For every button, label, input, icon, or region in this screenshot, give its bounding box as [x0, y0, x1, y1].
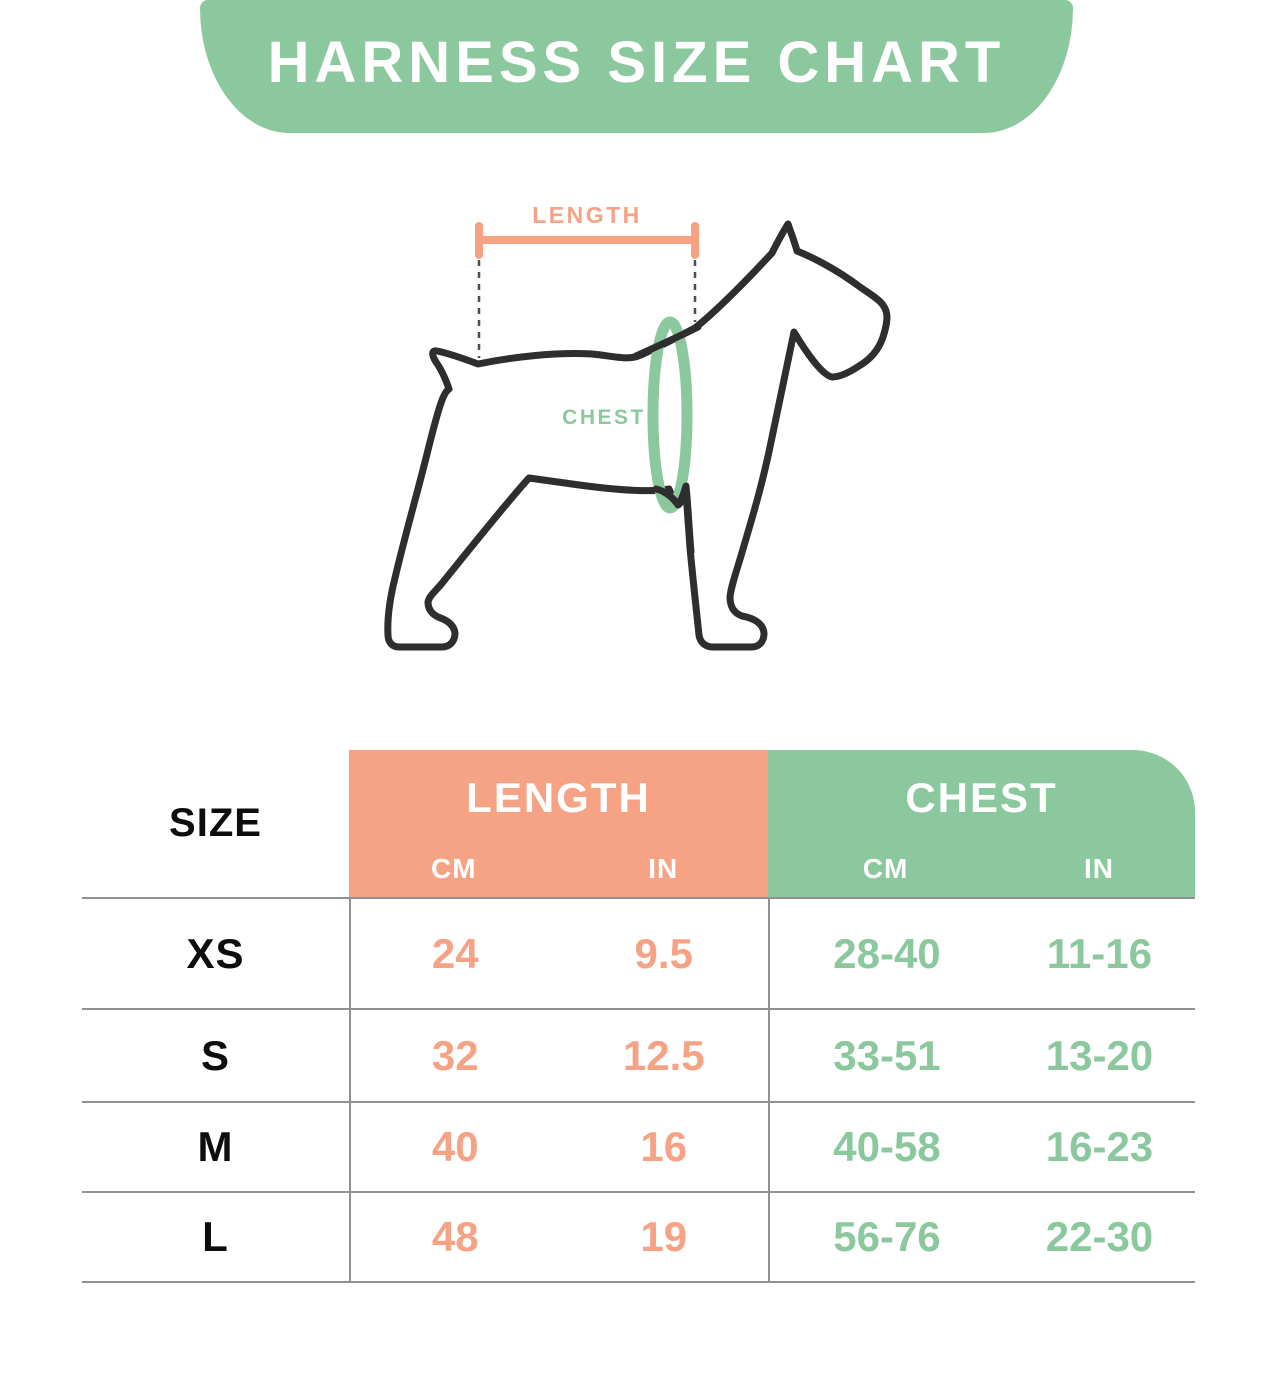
length-cm-value: 24 [431, 929, 479, 977]
chest-girth-ellipse [647, 316, 693, 514]
length-cm-value: 48 [431, 1213, 479, 1260]
length-cm-value: 32 [431, 1031, 479, 1079]
length-in-value: 12.5 [622, 1031, 705, 1079]
length-group-label: LENGTH [466, 774, 651, 821]
table-row: XS 24 9.5 28-40 11-16 [82, 899, 1195, 1010]
overdrawn-outline-segments [632, 323, 702, 556]
length-in-value: 9.5 [634, 929, 693, 977]
chest-in-value: 13-20 [1045, 1031, 1154, 1079]
dashed-guide-lines [477, 260, 697, 358]
chest-in-value: 22-30 [1045, 1213, 1154, 1260]
length-in-value: 19 [640, 1213, 688, 1260]
title-banner: HARNESS SIZE CHART [200, 0, 1073, 133]
chest-cm-value: 56-76 [833, 1213, 941, 1260]
chest-cm-header: CM [862, 853, 909, 884]
size-cell: S [200, 1031, 230, 1079]
chest-cm-value: 33-51 [833, 1031, 941, 1079]
size-cell: M [197, 1123, 234, 1170]
chest-group-header: CHEST CM IN [768, 750, 1195, 897]
size-column-header: SIZE [169, 801, 262, 845]
length-cm-value: 40 [431, 1123, 479, 1170]
length-measure-label: LENGTH [532, 202, 642, 228]
chest-in-value: 16-23 [1045, 1123, 1154, 1170]
dog-outline [384, 220, 891, 651]
length-group-header: LENGTH CM IN [349, 750, 768, 897]
chest-cm-value: 28-40 [833, 929, 941, 977]
size-table: SIZE LENGTH CM IN CHEST CM IN XS 24 9.5 [82, 750, 1195, 1283]
page-title: HARNESS SIZE CHART [267, 30, 1006, 95]
size-cell: L [202, 1213, 229, 1260]
chest-in-header: IN [1084, 853, 1114, 884]
table-row: L 48 19 56-76 22-30 [82, 1193, 1195, 1283]
length-measure-bracket [475, 222, 699, 259]
chest-cm-value: 40-58 [833, 1123, 941, 1170]
size-cell: XS [186, 929, 245, 977]
chest-in-value: 11-16 [1046, 929, 1152, 977]
table-header-row: SIZE LENGTH CM IN CHEST CM IN [82, 750, 1195, 899]
length-cm-header: CM [430, 853, 477, 884]
table-row: M 40 16 40-58 16-23 [82, 1103, 1195, 1193]
chest-measure-label: CHEST [562, 406, 646, 429]
dog-measurement-diagram: LENGTH CHEST [384, 202, 891, 651]
length-in-value: 16 [640, 1123, 688, 1170]
chest-group-label: CHEST [905, 774, 1058, 821]
length-in-header: IN [648, 853, 679, 884]
table-row: S 32 12.5 33-51 13-20 [82, 1010, 1195, 1103]
